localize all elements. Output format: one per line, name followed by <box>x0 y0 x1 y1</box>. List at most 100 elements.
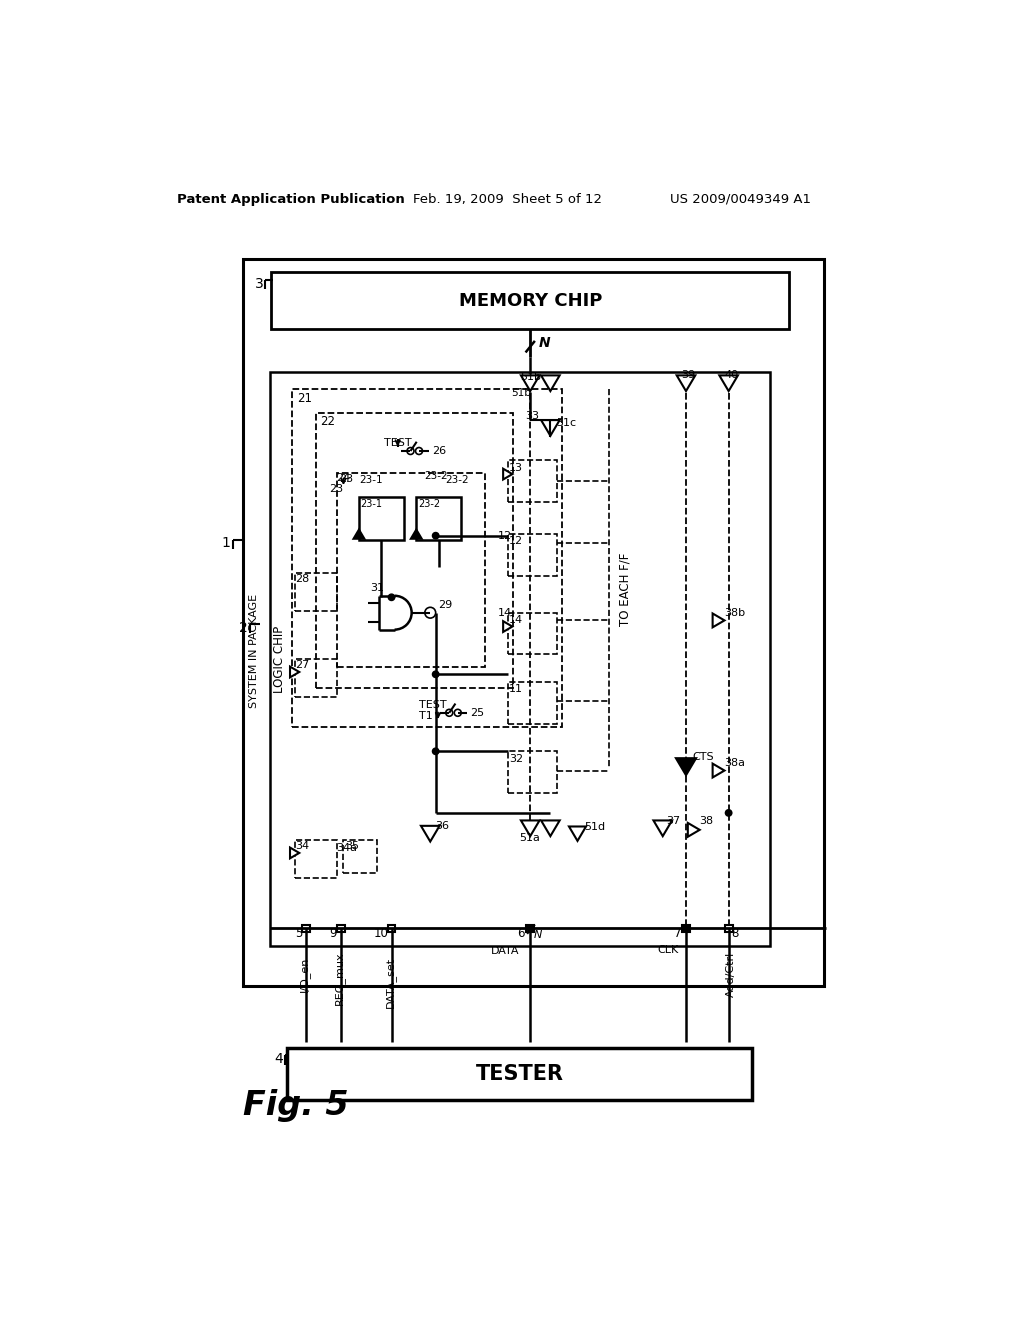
Circle shape <box>726 810 732 816</box>
Bar <box>270 372 770 946</box>
Text: T1: T1 <box>419 711 432 721</box>
Text: Patent Application Publication: Patent Application Publication <box>177 193 404 206</box>
Text: I/O_en: I/O_en <box>299 957 310 993</box>
Text: 51c: 51c <box>556 417 575 428</box>
Polygon shape <box>653 821 672 836</box>
Polygon shape <box>541 375 560 391</box>
Text: 35: 35 <box>345 841 359 851</box>
Bar <box>388 924 395 932</box>
Text: 40: 40 <box>724 370 738 380</box>
Text: REG_mux: REG_mux <box>334 952 345 1006</box>
Text: SYSTEM IN PACKAGE: SYSTEM IN PACKAGE <box>249 594 258 709</box>
Text: 29: 29 <box>438 601 453 610</box>
Text: TO EACH F/F: TO EACH F/F <box>618 553 632 626</box>
Text: TEST: TEST <box>384 438 412 449</box>
Bar <box>682 924 690 932</box>
Text: 32: 32 <box>509 754 523 763</box>
Bar <box>417 498 461 540</box>
Text: Add/Ctrl: Add/Ctrl <box>726 952 736 997</box>
Text: 22: 22 <box>321 414 335 428</box>
Text: 12: 12 <box>498 531 512 541</box>
Text: 5: 5 <box>295 927 302 940</box>
Text: 51b: 51b <box>520 372 541 381</box>
Circle shape <box>407 447 414 454</box>
Text: Fig. 5: Fig. 5 <box>243 1089 348 1122</box>
Polygon shape <box>290 667 299 677</box>
Bar <box>343 840 377 873</box>
Text: N: N <box>539 337 550 350</box>
Text: 8: 8 <box>731 927 738 940</box>
Text: 26: 26 <box>432 446 445 455</box>
Bar <box>508 461 557 502</box>
Text: 3: 3 <box>255 277 263 290</box>
Circle shape <box>527 925 534 932</box>
Polygon shape <box>541 821 560 836</box>
Text: 23-2: 23-2 <box>418 499 440 508</box>
Text: 51b: 51b <box>511 388 531 399</box>
Polygon shape <box>411 529 422 539</box>
Text: 38: 38 <box>699 816 714 826</box>
Polygon shape <box>713 763 724 777</box>
Polygon shape <box>503 622 512 632</box>
Text: 12: 12 <box>509 536 523 546</box>
Bar <box>302 924 310 932</box>
Text: LOGIC CHIP: LOGIC CHIP <box>272 626 286 693</box>
Text: 11: 11 <box>509 684 523 694</box>
Text: 38b: 38b <box>724 607 745 618</box>
Text: DATA_set: DATA_set <box>385 957 396 1008</box>
Text: 28: 28 <box>295 574 309 585</box>
Text: 23-2: 23-2 <box>445 475 469 486</box>
Bar <box>526 924 535 932</box>
Bar <box>337 473 484 667</box>
Text: 21: 21 <box>297 392 312 405</box>
Text: 38a: 38a <box>724 758 745 768</box>
Polygon shape <box>688 822 699 837</box>
Text: 1: 1 <box>221 536 230 550</box>
Circle shape <box>388 594 394 601</box>
Text: Feb. 19, 2009  Sheet 5 of 12: Feb. 19, 2009 Sheet 5 of 12 <box>414 193 602 206</box>
Polygon shape <box>541 420 560 436</box>
Text: 4: 4 <box>274 1052 283 1067</box>
Text: CLK: CLK <box>657 945 678 954</box>
Bar <box>271 272 790 330</box>
Bar <box>292 389 562 726</box>
Text: 25: 25 <box>471 708 484 718</box>
Text: DATA: DATA <box>490 946 519 957</box>
Text: MEMORY CHIP: MEMORY CHIP <box>459 292 602 310</box>
Bar <box>295 573 337 611</box>
Bar <box>337 924 345 932</box>
Bar <box>287 1048 752 1100</box>
Circle shape <box>432 532 438 539</box>
Text: TESTER: TESTER <box>475 1064 563 1084</box>
Polygon shape <box>521 375 540 391</box>
Polygon shape <box>353 529 365 539</box>
Bar <box>243 259 824 986</box>
Text: 7: 7 <box>674 927 681 940</box>
Polygon shape <box>677 375 695 391</box>
Text: 14: 14 <box>498 607 512 618</box>
Bar <box>508 682 557 723</box>
Circle shape <box>445 709 453 717</box>
Circle shape <box>455 709 461 717</box>
Text: N: N <box>535 931 543 940</box>
Text: 10: 10 <box>374 927 388 940</box>
Text: 9: 9 <box>330 927 337 940</box>
Polygon shape <box>421 826 439 842</box>
Bar <box>359 498 403 540</box>
Text: 2: 2 <box>240 622 248 635</box>
Circle shape <box>425 607 435 618</box>
Polygon shape <box>713 614 724 627</box>
Text: 39: 39 <box>681 370 695 380</box>
Text: 24: 24 <box>336 473 350 483</box>
Polygon shape <box>521 821 540 836</box>
Text: 23: 23 <box>339 474 353 484</box>
Text: 6: 6 <box>517 927 524 940</box>
Text: 34a: 34a <box>336 843 356 853</box>
Polygon shape <box>569 826 586 841</box>
Polygon shape <box>503 469 512 479</box>
Bar <box>315 413 513 688</box>
Text: 51a: 51a <box>519 833 541 842</box>
Circle shape <box>416 447 423 454</box>
Circle shape <box>683 925 689 932</box>
Bar <box>508 535 557 576</box>
